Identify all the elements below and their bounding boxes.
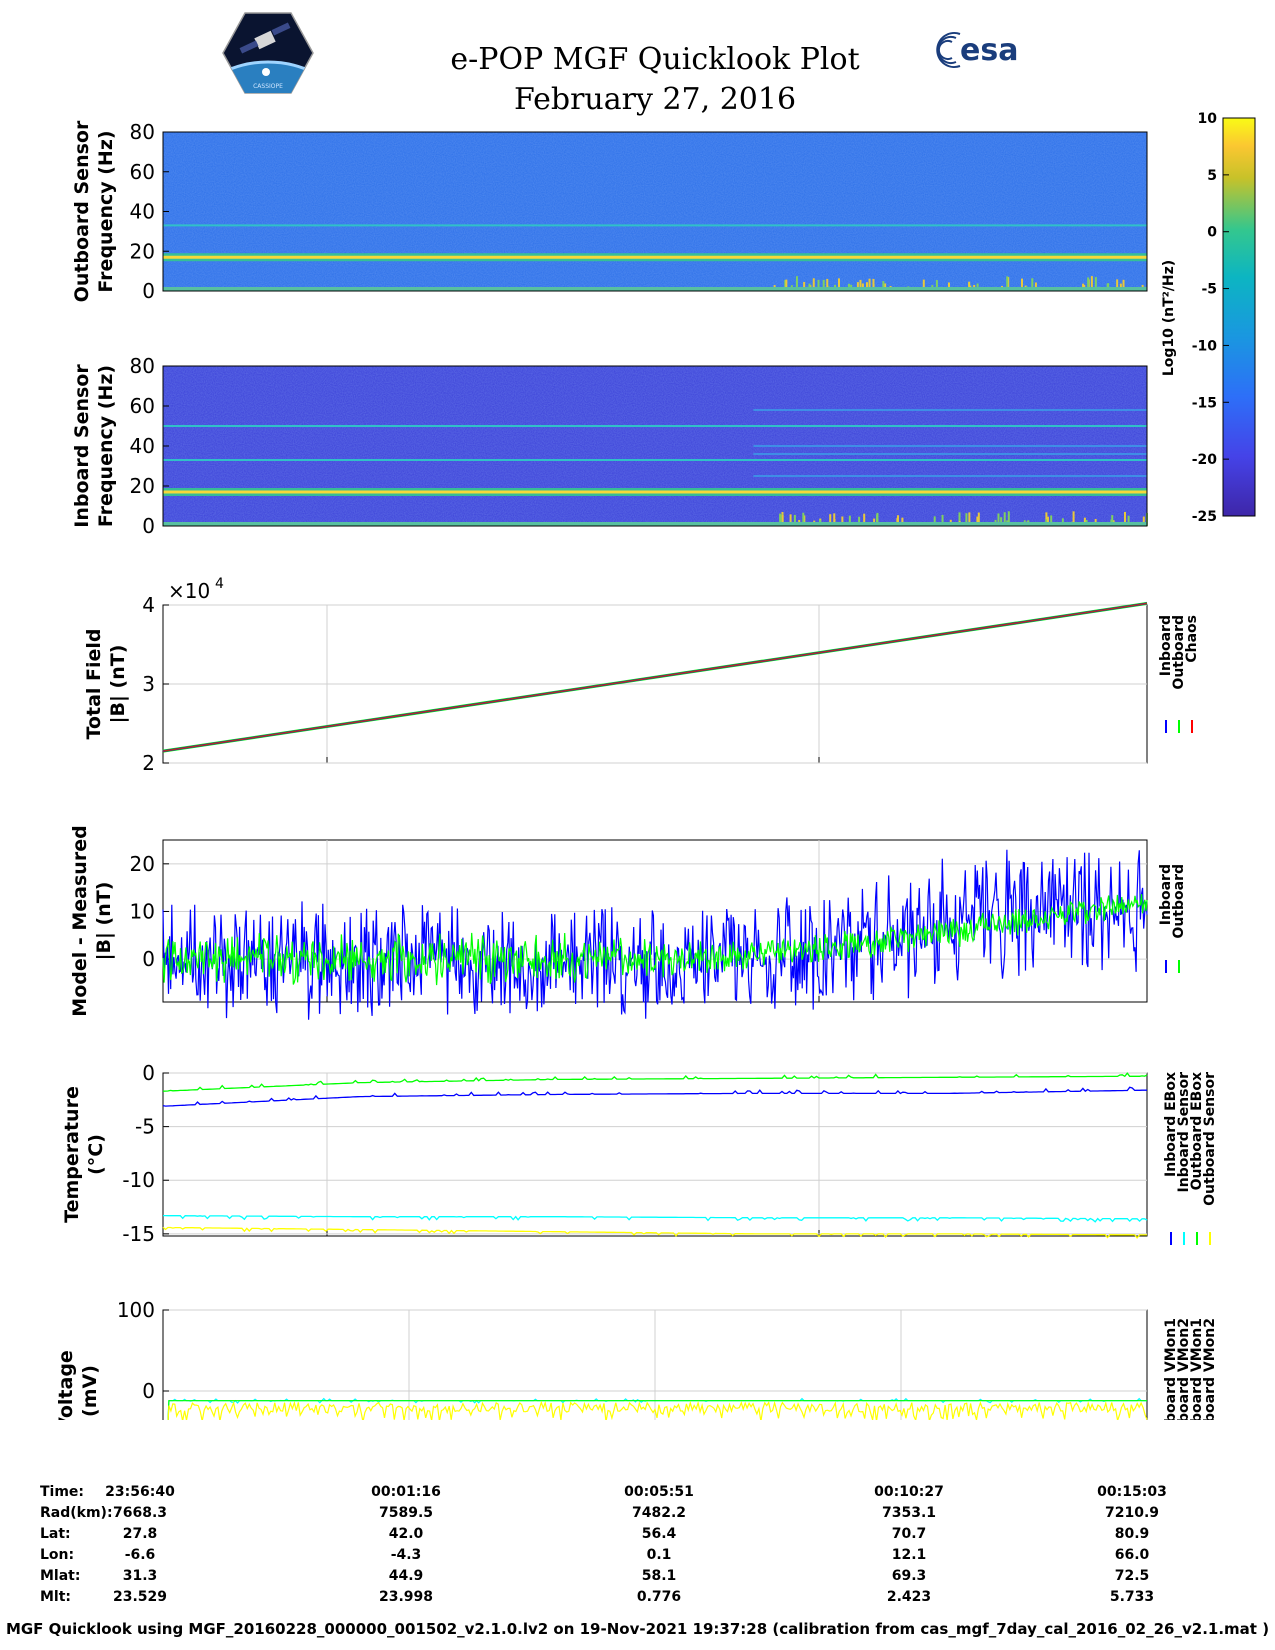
model-measured-panel: 20100Model - Measured |B| (nT) InboardOutb… [69,825,1187,1019]
ephemeris-cell: 0.776 [594,1589,724,1605]
ephemeris-cell: 58.1 [594,1568,724,1584]
y-tick-label: -15 [122,1222,155,1246]
outboard-spectrogram-noise [163,132,1147,291]
colorbar-tick-label: -10 [1192,338,1218,354]
ephemeris-cell: 69.3 [844,1568,974,1584]
y-tick-label: 0 [142,1379,155,1403]
y-axis-label: Frequency (Hz) [95,365,117,527]
ephemeris-cell: 23.529 [75,1589,205,1605]
colorbar-tick-label: 0 [1207,225,1217,241]
exponent-power: 4 [215,576,224,592]
low-freq-band [163,287,1147,291]
y-tick-label: 0 [142,514,155,538]
legend-entry: Chaos [1184,615,1200,663]
colorbar-tick-label: -5 [1201,282,1217,298]
panel-frame [163,1073,1147,1236]
inboard-spectrogram-panel: 80 60 40 20 0 Inboard Sensor Frequency (Hz) [71,354,1148,538]
colorbar-tick-label: 10 [1198,111,1218,127]
y-tick-label: 20 [130,474,155,498]
outboard-spectrogram-panel: 80 60 40 20 0 Outboard Sensor Frequency (Hz) [71,120,1147,303]
y-tick-label: 80 [130,354,155,378]
footer-caption: MGF Quicklook using MGF_20160228_000000_… [0,1620,1275,1638]
y-tick-label: 40 [130,200,155,224]
y-tick-label: 100 [117,1298,155,1322]
legend-entry: Outboard [1171,864,1187,939]
colorbar-gradient [1223,118,1255,516]
y-tick-label: 20 [130,239,155,263]
y-tick-label: 0 [142,1061,155,1085]
y-axis-label: Outboard Sensor [71,120,93,302]
ephemeris-cell: 7668.3 [75,1505,205,1521]
voltage-panel: 1000-100Voltage(mV)Inboard VMon1Inboard … [55,1298,1218,1420]
y-axis-label: Frequency (Hz) [95,130,117,292]
ephemeris-cell: 5.733 [1067,1589,1197,1605]
ephemeris-cell: 72.5 [1067,1568,1197,1584]
ephemeris-cell: 70.7 [844,1526,974,1542]
y-tick-label: 20 [130,852,155,876]
colorbar: 10 5 0 -5 -10 -15 -20 -25 Log10 (nT²/Hz) [1161,111,1255,525]
ephemeris-cell: 7353.1 [844,1505,974,1521]
ephemeris-cell: 12.1 [844,1547,974,1563]
exponent-label: ×10 [168,579,210,603]
y-axis-label: Temperature [61,1086,83,1223]
ephemeris-cell: 00:15:03 [1067,1484,1197,1500]
ephemeris-cell: 00:05:51 [594,1484,724,1500]
legend-entry: Outboard Sensor [1202,1072,1218,1206]
y-tick-label: 0 [142,279,155,303]
y-axis-label: (mV) [79,1365,101,1417]
y-tick-label: 60 [130,160,155,184]
y-tick-label: -10 [122,1168,155,1192]
ephemeris-cell: 7589.5 [341,1505,471,1521]
ephemeris-cell: 23.998 [341,1589,471,1605]
ephemeris-cell: -4.3 [341,1547,471,1563]
low-freq-band [163,522,1147,526]
total-field-panel: 4 3 2 Total Field |B| (nT) InboardOutboardCha… [83,576,1200,775]
ephemeris-cell: 56.4 [594,1526,724,1542]
ephemeris-cell: 80.9 [1067,1526,1197,1542]
y-tick-label: 0 [142,947,155,971]
ephemeris-cell: 7210.9 [1067,1505,1197,1521]
ephemeris-cell: 42.0 [341,1526,471,1542]
ephemeris-cell: 00:01:16 [341,1484,471,1500]
y-tick-label: 60 [130,394,155,418]
ephemeris-cell: 7482.2 [594,1505,724,1521]
y-axis-label: Inboard Sensor [71,364,93,528]
ephemeris-cell: 66.0 [1067,1547,1197,1563]
y-tick-label: 80 [130,120,155,144]
y-tick-label: 40 [130,434,155,458]
ephemeris-cell: 44.9 [341,1568,471,1584]
y-tick-label: 4 [142,593,155,617]
y-axis-label: (°C) [85,1134,107,1175]
y-axis-label: |B| (nT) [93,882,115,961]
legend-entry: Outboard VMon2 [1202,1318,1218,1420]
ephemeris-cell: 27.8 [75,1526,205,1542]
ephemeris-cell: 0.1 [594,1547,724,1563]
colorbar-tick-label: 5 [1207,168,1217,184]
ephemeris-cell: 31.3 [75,1568,205,1584]
colorbar-tick-label: -15 [1192,395,1217,411]
y-axis-label: Model - Measured [69,825,91,1016]
ephemeris-cell: 2.423 [844,1589,974,1605]
y-axis-label: |B| (nT) [107,645,129,724]
y-tick-label: -5 [135,1115,155,1139]
ephemeris-cell: 23:56:40 [75,1484,205,1500]
colorbar-tick-label: -25 [1192,509,1217,525]
y-tick-label: 10 [130,899,155,923]
temperature-panel: 0-5-10-15Temperature (°C) Inboard EBoxInbo… [61,1061,1218,1246]
y-tick-label: 3 [142,672,155,696]
y-tick-label: 2 [142,751,155,775]
plots-area: 806040200Outboard Sensor Frequency (Hz) 8… [0,0,1275,1420]
ephemeris-cell: -6.6 [75,1547,205,1563]
ephemeris-cell: 00:10:27 [844,1484,974,1500]
y-axis-label: Total Field [83,628,105,739]
colorbar-tick-label: -20 [1192,452,1218,468]
y-axis-label: Voltage [55,1350,77,1420]
colorbar-label: Log10 (nT²/Hz) [1161,260,1177,376]
